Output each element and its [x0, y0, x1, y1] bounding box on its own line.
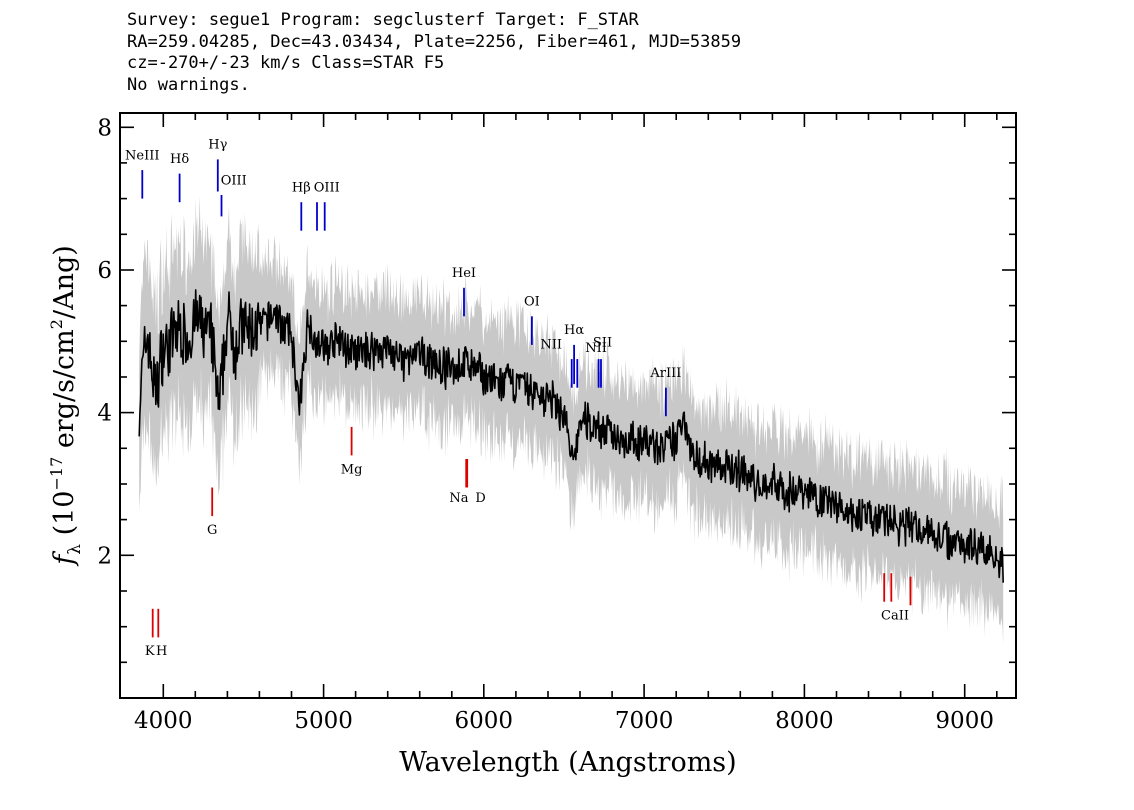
absorption-line-label: Na — [449, 491, 468, 506]
header-line-4: No warnings. — [127, 74, 250, 95]
header-line-1: Survey: segue1 Program: segclusterf Targ… — [127, 10, 639, 30]
emission-line-label: OIII — [221, 173, 247, 188]
x-axis-title: Wavelength (Angstroms) — [399, 747, 736, 778]
y-axis-title: fλ (10−17 erg/s/cm2/Ang) — [47, 245, 85, 567]
header-line-3: cz=-270+/-23 km/s Class=STAR F5 — [127, 53, 445, 73]
emission-line-label: Hδ — [170, 152, 189, 167]
y-tick-label: 8 — [97, 115, 112, 141]
emission-line-label: ArIII — [649, 366, 681, 381]
axis-ticks: 4000 5000 6000 7000 8000 9000 2 4 6 8 — [97, 113, 1016, 734]
x-tick-label: 5000 — [294, 708, 353, 734]
spectrum-line — [138, 289, 1004, 583]
spectrum-header: Survey: segue1 Program: segclusterf Targ… — [127, 10, 1107, 96]
absorption-line-label: CaII — [881, 609, 909, 624]
emission-line-label: OIII — [314, 181, 340, 196]
x-tick-label: 4000 — [134, 708, 193, 734]
absorption-line-label: H — [156, 644, 167, 659]
svg-text:fλ (10−17 erg/s/cm2/Ang): fλ (10−17 erg/s/cm2/Ang) — [47, 245, 85, 567]
x-tick-label: 6000 — [455, 708, 514, 734]
y-tick-label: 6 — [97, 258, 112, 284]
emission-line-label: Hγ — [208, 138, 227, 153]
error-band-layer — [139, 196, 1004, 645]
y-tick-label: 2 — [97, 543, 112, 569]
absorption-line-label: D — [475, 491, 485, 506]
emission-line-label: Hβ — [292, 181, 311, 196]
y-tick-label: 4 — [97, 401, 112, 427]
emission-line-label: HeI — [452, 266, 476, 281]
absorption-line-label: Mg — [341, 462, 363, 477]
error-band — [139, 196, 1004, 645]
emission-line-label: OI — [524, 295, 540, 310]
x-tick-label: 9000 — [935, 708, 994, 734]
spectrum-layer — [138, 289, 1004, 583]
emission-line-label: SII — [593, 335, 612, 350]
header-line-2: RA=259.04285, Dec=43.03434, Plate=2256, … — [127, 31, 742, 52]
absorption-line-label: K — [145, 644, 155, 659]
emission-line-label: NeIII — [125, 148, 159, 163]
x-tick-label: 7000 — [615, 708, 674, 734]
emission-line-label: Hα — [564, 323, 584, 338]
emission-line-label: NII — [540, 337, 562, 352]
x-tick-label: 8000 — [775, 708, 834, 734]
absorption-line-label: G — [207, 523, 217, 538]
emission-line-label: NII — [585, 341, 607, 356]
plot-frame — [119, 112, 1017, 699]
